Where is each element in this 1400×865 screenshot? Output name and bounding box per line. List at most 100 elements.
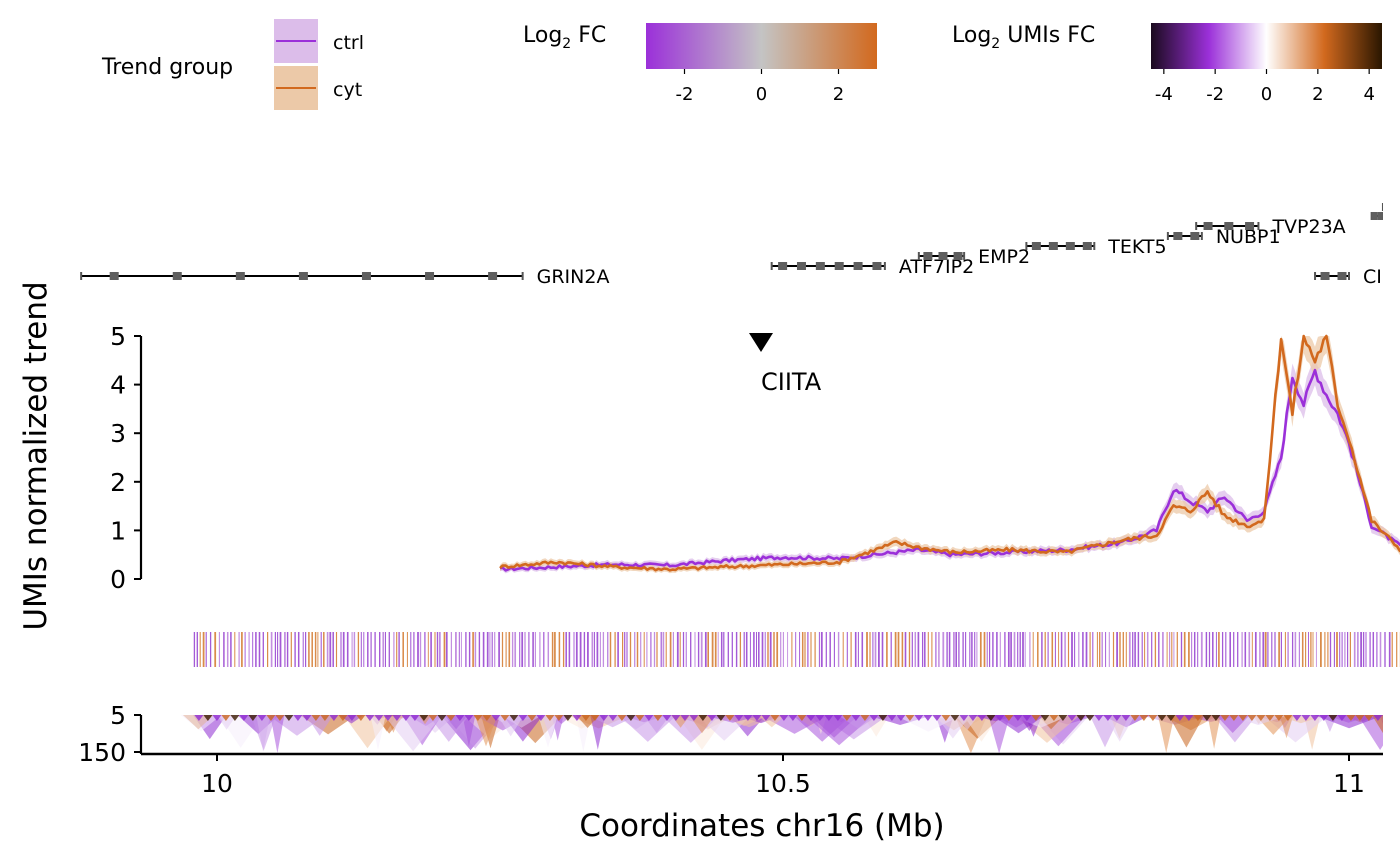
- heatmap-cell: [1371, 715, 1383, 734]
- heatmap-cell: [680, 715, 690, 721]
- gene-exon: [109, 272, 119, 280]
- heatmap-cell: [410, 715, 420, 721]
- gene-exon: [488, 272, 498, 280]
- ciita-annotation-label: CIITA: [761, 368, 822, 396]
- heatmap-cell: [1175, 715, 1185, 721]
- heatmap-cell: [257, 715, 267, 721]
- heatmap-cell: [914, 715, 924, 721]
- heatmap-cell: [1022, 715, 1032, 721]
- heatmap-cell: [779, 715, 789, 721]
- umi-barcode-strip: [193, 632, 1400, 667]
- heatmap-cell: [374, 715, 384, 721]
- heatmap-cell: [587, 715, 639, 728]
- heatmap-cell: [1211, 715, 1221, 721]
- gene-exon: [235, 272, 245, 280]
- gene-exon: [1377, 212, 1383, 220]
- heatmap-cell: [239, 715, 249, 721]
- gene-nubp1: NUBP1: [1166, 226, 1281, 248]
- gene-grin2a: GRIN2A: [80, 266, 610, 288]
- x-tick-label: 11: [1333, 769, 1365, 798]
- heatmap-cell: [338, 715, 348, 721]
- heatmap-cell: [383, 715, 443, 752]
- heatmap-cell: [896, 715, 906, 721]
- heatmap-cell: [995, 715, 1005, 721]
- heatmap-cell: [482, 715, 492, 721]
- heatmap-cell: [1328, 715, 1338, 721]
- heatmap-cell: [1085, 715, 1095, 721]
- heatmap-cell: [797, 715, 807, 721]
- y-tick-label: 3: [110, 419, 126, 448]
- heatmap-cell: [734, 715, 744, 721]
- colorbar-tick-label: -2: [676, 84, 694, 105]
- heatmap-cell: [941, 715, 951, 721]
- heatmap-cell: [815, 715, 825, 721]
- gene-label: NUBP1: [1216, 226, 1281, 248]
- heatmap-cell: [590, 715, 606, 750]
- legend-label-cyt: cyt: [333, 79, 362, 101]
- heatmap-cell: [581, 715, 591, 721]
- heatmap-cell: [644, 715, 654, 721]
- heatmap-cell: [1168, 715, 1205, 748]
- heatmap-cell: [626, 715, 636, 721]
- heatmap-cell: [1058, 715, 1068, 721]
- gene-exon: [1031, 242, 1041, 250]
- heatmap-cell: [500, 715, 510, 721]
- log2-fc-colorbar-bar: [646, 23, 877, 69]
- gene-exon: [1224, 222, 1234, 230]
- heatmap-cell: [988, 715, 1010, 754]
- heatmap-cell: [462, 715, 476, 747]
- heatmap-cell: [446, 715, 456, 721]
- gene-label: TVP23A: [1271, 216, 1345, 238]
- gene-exon: [1371, 212, 1378, 220]
- heatmap-cell: [419, 715, 429, 721]
- colorbar-log2-umis-fc-title: Log2 UMIs FC: [952, 23, 1095, 52]
- heatmap-cell: [370, 715, 386, 750]
- heatmap-cell: [959, 715, 969, 721]
- gene-label: GRIN2A: [537, 266, 610, 288]
- heatmap-cell: [923, 715, 933, 721]
- gene-exon: [1245, 222, 1255, 230]
- heatmap-cell: [1193, 715, 1203, 721]
- colorbar-tick-label: 2: [1312, 84, 1323, 105]
- heatmap-cell: [1355, 715, 1365, 721]
- gene-exon: [425, 272, 435, 280]
- gene-exon: [938, 252, 948, 260]
- heatmap-cell: [527, 715, 537, 721]
- heatmap-cell: [1094, 715, 1104, 721]
- y-axis-label: UMIs normalized trend: [18, 281, 54, 630]
- heatmap-cell: [689, 715, 715, 734]
- heatmap-cell: [572, 715, 582, 721]
- colorbar-tick-label: -2: [1206, 84, 1224, 105]
- heatmap-cell: [608, 715, 618, 721]
- gene-exon: [172, 272, 182, 280]
- heatmap-cell: [536, 715, 546, 721]
- heatmap-cell: [428, 715, 438, 721]
- heatmap-cell: [851, 715, 861, 721]
- heatmap-cell: [428, 715, 470, 742]
- heatmap-cell: [1220, 715, 1230, 721]
- heatmap-cell: [716, 715, 726, 721]
- heatmap-cell: [1076, 715, 1086, 721]
- gene-exon: [1082, 242, 1092, 250]
- heatmap-cell: [986, 715, 996, 721]
- gene-exon: [298, 272, 308, 280]
- y-tick-label: 0: [110, 565, 126, 594]
- heatmap-cell: [860, 715, 870, 721]
- heatmap-cell: [221, 715, 231, 721]
- heatmap-cell: [401, 715, 411, 721]
- heatmap-cell: [1274, 715, 1284, 721]
- heatmap-cell: [1121, 715, 1131, 721]
- heatmap-cell: [1130, 715, 1140, 721]
- x-axis-label: Coordinates chr16 (Mb): [579, 808, 944, 844]
- log2-fc-colorbar-ticks: -2 0 2: [676, 69, 844, 105]
- heatmap-cell: [518, 715, 528, 721]
- heatmap-cell: [365, 715, 375, 721]
- heatmap-cell: [347, 715, 357, 721]
- heatmap-cell: [383, 715, 393, 721]
- gene-exon: [1173, 232, 1183, 240]
- gene-exon: [1190, 232, 1200, 240]
- heatmap-cell: [1184, 715, 1194, 721]
- colorbar-log2-umis-fc-title-rest: UMIs FC: [1000, 23, 1095, 48]
- gene-exon: [1320, 272, 1330, 280]
